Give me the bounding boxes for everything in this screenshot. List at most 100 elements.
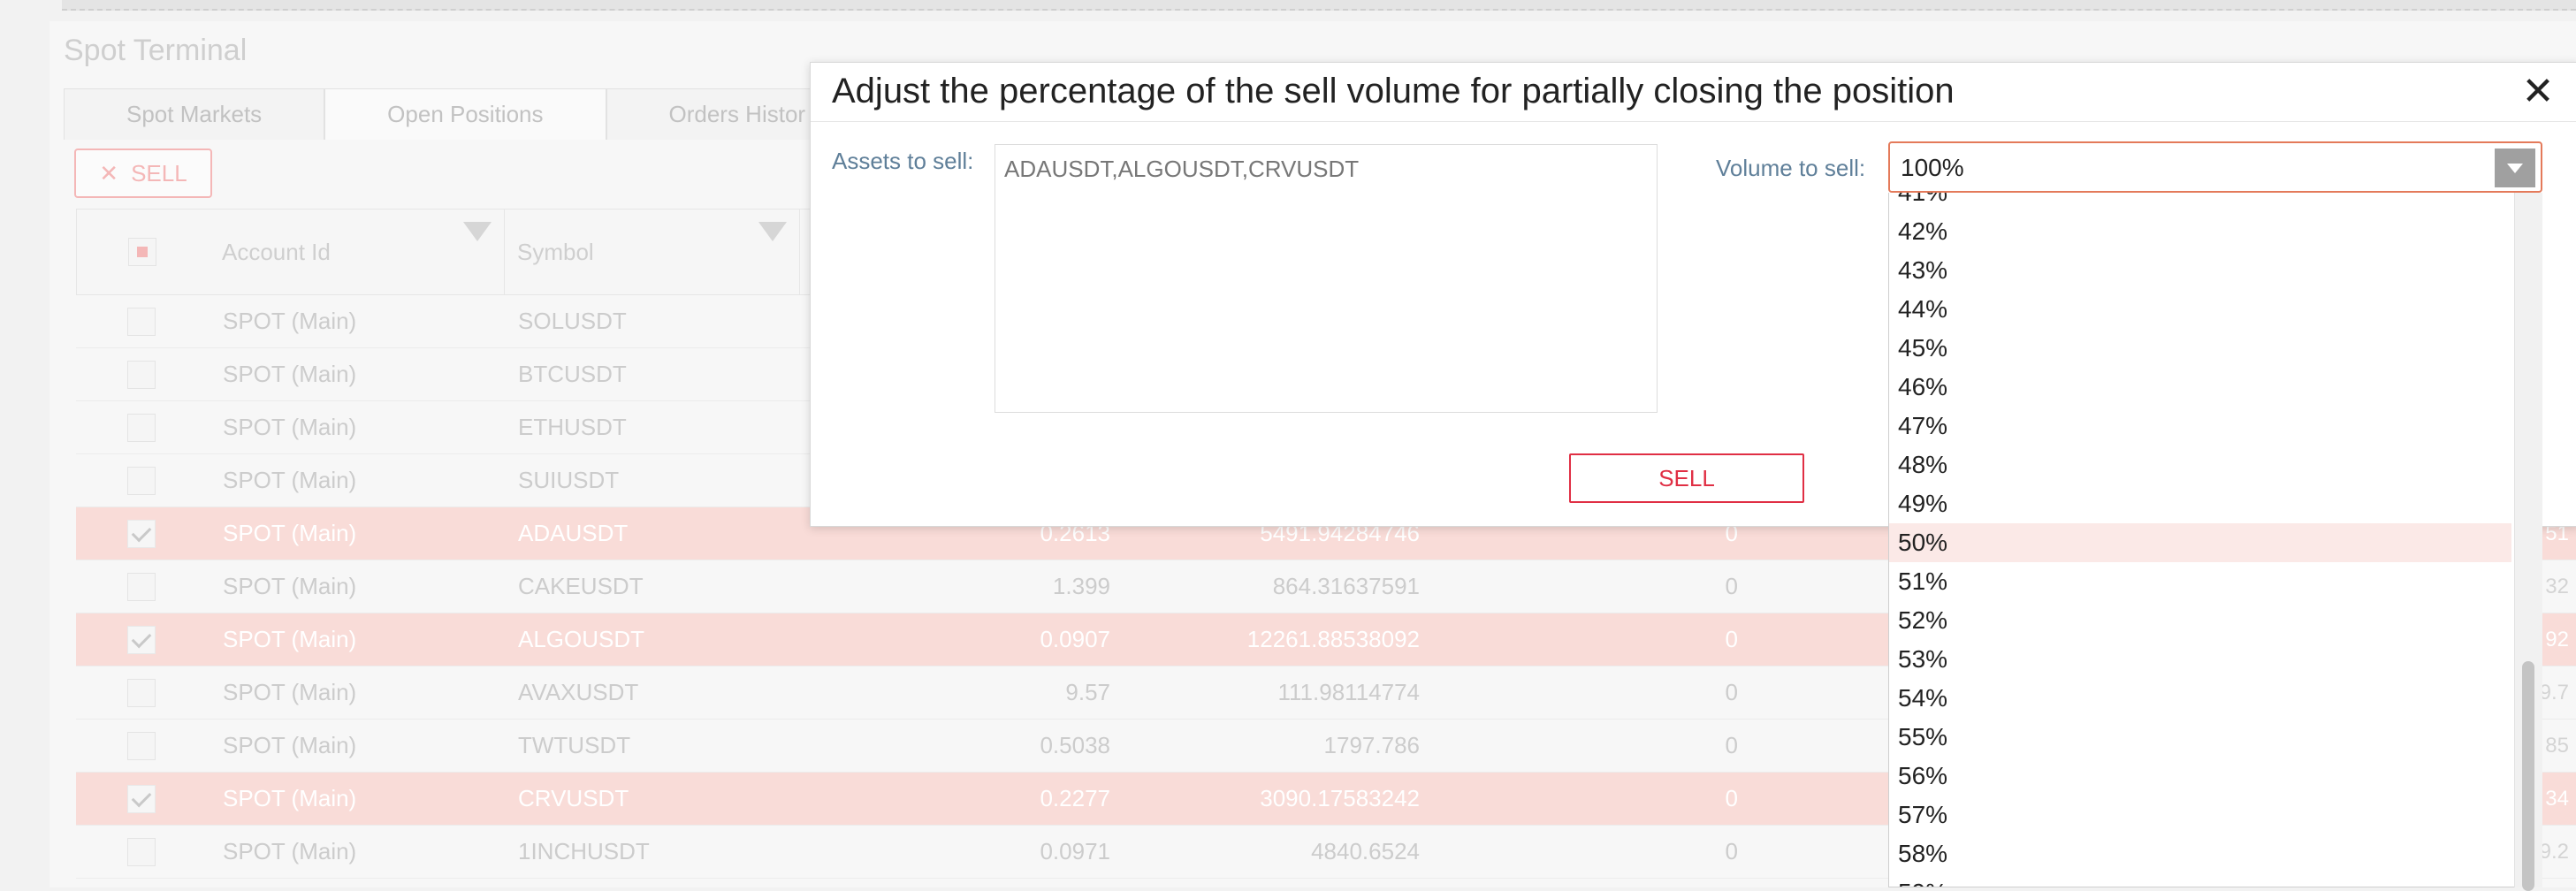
close-icon[interactable]: ✕ xyxy=(2521,69,2555,113)
row-checkbox[interactable] xyxy=(127,308,156,336)
dropdown-option[interactable]: 58% xyxy=(1898,840,1948,867)
cell-symbol: 1INCHUSDT xyxy=(518,838,650,864)
dropdown-option[interactable]: 54% xyxy=(1898,684,1948,712)
row-checkbox[interactable] xyxy=(127,626,156,654)
cell-account: SPOT (Main) xyxy=(223,573,357,599)
row-checkbox[interactable] xyxy=(127,785,156,813)
top-strip xyxy=(62,0,2576,11)
cell-account: SPOT (Main) xyxy=(223,414,357,440)
dropdown-option[interactable]: 44% xyxy=(1898,295,1948,323)
cell-symbol: ADAUSDT xyxy=(518,520,629,546)
row-checkbox[interactable] xyxy=(127,732,156,760)
volume-select-value: 100% xyxy=(1901,154,1964,181)
cell-symbol: ETHUSDT xyxy=(518,414,627,440)
cell-symbol: SOLUSDT xyxy=(518,308,627,334)
cell-edge-value: 85 xyxy=(2545,733,2569,758)
dropdown-option[interactable]: 48% xyxy=(1898,451,1948,478)
check-icon xyxy=(131,628,152,649)
cell-account: SPOT (Main) xyxy=(223,679,357,705)
cell-amount: 1797.786 xyxy=(1323,732,1420,758)
tab-spot-markets[interactable]: Spot Markets xyxy=(64,88,325,140)
row-checkbox[interactable] xyxy=(127,838,156,866)
scrollbar-thumb[interactable] xyxy=(2522,661,2534,891)
cell-account: SPOT (Main) xyxy=(223,467,357,493)
filter-icon[interactable] xyxy=(463,222,492,241)
cell-amount: 3090.17583242 xyxy=(1260,785,1420,811)
modal-title: Adjust the percentage of the sell volume… xyxy=(832,72,1955,110)
assets-label: Assets to sell: xyxy=(832,148,974,174)
dropdown-option[interactable]: 56% xyxy=(1898,762,1948,789)
dropdown-option[interactable]: 49% xyxy=(1898,490,1948,517)
cell-account: SPOT (Main) xyxy=(223,361,357,387)
volume-select[interactable]: 100% xyxy=(1888,141,2542,193)
dropdown-option[interactable]: 59% xyxy=(1889,873,2511,887)
column-header-symbol[interactable]: Symbol xyxy=(505,209,800,294)
chevron-down-icon[interactable] xyxy=(2495,148,2535,187)
tab-open-positions[interactable]: Open Positions xyxy=(324,88,606,140)
dropdown-option[interactable]: 45% xyxy=(1898,334,1948,362)
cell-zero: 0 xyxy=(1725,573,1738,599)
terminal-title: Spot Terminal xyxy=(64,34,248,67)
cell-zero: 0 xyxy=(1725,838,1738,864)
row-checkbox[interactable] xyxy=(127,361,156,389)
cell-account: SPOT (Main) xyxy=(223,520,357,546)
cell-account: SPOT (Main) xyxy=(223,732,357,758)
check-icon xyxy=(131,787,152,808)
cell-account: SPOT (Main) xyxy=(223,785,357,811)
cell-zero: 0 xyxy=(1725,732,1738,758)
cell-price: 1.399 xyxy=(1052,573,1110,599)
cell-symbol: CAKEUSDT xyxy=(518,573,644,599)
check-icon xyxy=(131,522,152,543)
row-checkbox[interactable] xyxy=(127,414,156,442)
cell-account: SPOT (Main) xyxy=(223,626,357,652)
volume-dropdown[interactable]: 41% 42% 43% 44% 45% 46% 47% 48% 49% 50% 51% 52% 53%… xyxy=(1888,193,2542,887)
cell-edge-value: 9.2 xyxy=(2539,839,2569,864)
modal-header: Adjust the percentage of the sell volume… xyxy=(811,63,2576,122)
column-header-symbol-label: Symbol xyxy=(517,238,594,265)
assets-textarea[interactable]: ADAUSDT,ALGOUSDT,CRVUSDT xyxy=(995,144,1658,413)
row-checkbox[interactable] xyxy=(127,679,156,707)
dropdown-option[interactable]: 57% xyxy=(1898,801,1948,828)
sell-button-label: SELL xyxy=(131,159,187,187)
cell-amount: 4840.6524 xyxy=(1311,838,1420,864)
cell-price: 0.0907 xyxy=(1040,626,1110,652)
cell-symbol: BTCUSDT xyxy=(518,361,627,387)
row-checkbox[interactable] xyxy=(127,573,156,601)
dropdown-scrollbar[interactable] xyxy=(2514,193,2542,891)
filter-icon[interactable] xyxy=(758,222,787,241)
cell-edge-value: 34 xyxy=(2545,786,2569,811)
dropdown-option[interactable]: 55% xyxy=(1898,723,1948,750)
dropdown-option[interactable]: 52% xyxy=(1898,606,1948,634)
dropdown-option[interactable]: 46% xyxy=(1898,373,1948,400)
row-checkbox[interactable] xyxy=(127,467,156,495)
dropdown-option[interactable]: 47% xyxy=(1898,412,1948,439)
volume-label: Volume to sell: xyxy=(1716,155,1866,181)
cell-symbol: SUIUSDT xyxy=(518,467,620,493)
dropdown-option[interactable]: 41% xyxy=(1889,193,2511,212)
cell-price: 0.5038 xyxy=(1040,732,1110,758)
column-header-account-label: Account Id xyxy=(222,238,331,265)
dropdown-option[interactable]: 51% xyxy=(1898,567,1948,595)
cell-symbol: ALGOUSDT xyxy=(518,626,645,652)
dropdown-option[interactable]: 42% xyxy=(1898,217,1948,245)
cell-price: 9.57 xyxy=(1065,679,1110,705)
dropdown-option[interactable]: 53% xyxy=(1898,645,1948,673)
cell-edge-value: 92 xyxy=(2545,627,2569,651)
cell-edge-value: 32 xyxy=(2545,574,2569,598)
dropdown-option[interactable]: 43% xyxy=(1898,256,1948,284)
dropdown-option[interactable]: 50% xyxy=(1889,523,2511,562)
cell-edge-value: 9.7 xyxy=(2539,680,2569,704)
select-all-checkbox[interactable] xyxy=(128,238,156,266)
cell-account: SPOT (Main) xyxy=(223,308,357,334)
column-header-account[interactable]: Account Id xyxy=(210,209,505,294)
terminal-tabs: Spot Markets Open Positions Orders Histo… xyxy=(64,88,869,140)
cell-price: 0.2277 xyxy=(1040,785,1110,811)
modal-sell-button[interactable]: SELL xyxy=(1569,453,1804,503)
cell-amount: 864.31637591 xyxy=(1272,573,1420,599)
cell-symbol: AVAXUSDT xyxy=(518,679,639,705)
sell-button[interactable]: ✕ SELL xyxy=(74,148,212,198)
cell-amount: 111.98114774 xyxy=(1277,679,1421,705)
cell-zero: 0 xyxy=(1725,785,1738,811)
row-checkbox[interactable] xyxy=(127,520,156,548)
cell-symbol: CRVUSDT xyxy=(518,785,629,811)
